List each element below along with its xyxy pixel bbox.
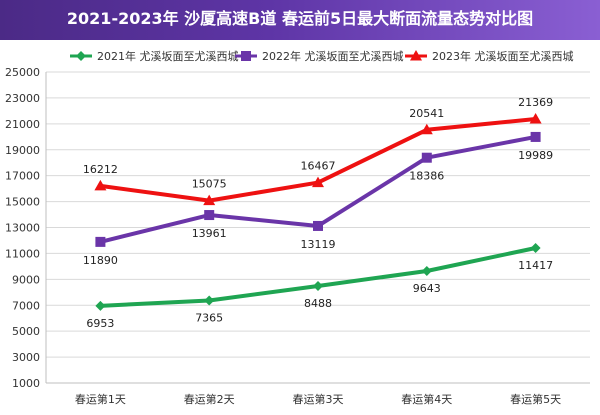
y-tick-label: 25000 <box>5 66 40 79</box>
x-tick-label: 春运第1天 <box>75 392 126 406</box>
data-point <box>204 210 215 221</box>
data-label: 20541 <box>409 107 444 120</box>
data-point <box>94 179 107 191</box>
y-tick-label: 19000 <box>5 144 40 157</box>
data-label: 11890 <box>83 254 118 267</box>
y-tick-label: 17000 <box>5 170 40 183</box>
legend-marker <box>241 51 251 61</box>
data-label: 8488 <box>304 297 332 310</box>
y-tick-label: 5000 <box>12 325 40 338</box>
data-label: 21369 <box>518 96 553 109</box>
data-point <box>95 300 106 311</box>
x-tick-label: 春运第3天 <box>293 392 344 406</box>
chart-title: 2021-2023年 沙厦高速B道 春运前5日最大断面流量态势对比图 <box>67 9 533 28</box>
data-label: 16212 <box>83 163 118 176</box>
axes: 1000 3000 5000 7000 9000 11000 13000 15000 17000… <box>5 66 590 406</box>
y-tick-label: 21000 <box>5 118 40 131</box>
data-point <box>530 131 541 142</box>
data-point <box>313 280 323 291</box>
legend-label: 2021年 尤溪坂面至尤溪西城 <box>97 49 239 63</box>
x-tick-label: 春运第5天 <box>510 392 561 406</box>
data-point <box>530 243 541 254</box>
data-label: 9643 <box>413 282 441 295</box>
data-label: 11417 <box>518 259 553 272</box>
data-labels: 6953 7365 8488 9643 11417 11890 13961 13119 1838… <box>83 96 553 330</box>
data-label: 16467 <box>301 160 336 173</box>
legend-marker <box>410 50 422 61</box>
data-label: 18386 <box>409 170 444 183</box>
legend-label: 2023年 尤溪坂面至尤溪西城 <box>432 49 574 63</box>
data-point <box>203 194 216 206</box>
y-tick-label: 23000 <box>5 92 40 105</box>
x-tick-label: 春运第2天 <box>184 392 235 406</box>
y-tick-label: 13000 <box>5 222 40 235</box>
series <box>94 113 542 311</box>
data-point <box>95 236 106 247</box>
data-point <box>312 176 324 188</box>
data-label: 15075 <box>192 178 227 191</box>
legend: 2021年 尤溪坂面至尤溪西城 2022年 尤溪坂面至尤溪西城 2023年 尤溪坂面… <box>70 49 574 63</box>
data-label: 13961 <box>192 227 227 240</box>
data-label: 13119 <box>301 238 336 251</box>
title-bar <box>0 0 600 40</box>
y-tick-label: 1000 <box>12 377 40 390</box>
data-label: 19989 <box>518 149 553 162</box>
legend-label: 2022年 尤溪坂面至尤溪西城 <box>262 49 404 63</box>
y-tick-label: 7000 <box>12 299 40 312</box>
y-tick-label: 15000 <box>5 196 40 209</box>
legend-marker <box>76 51 86 61</box>
y-tick-label: 9000 <box>12 273 40 286</box>
data-point <box>313 220 323 231</box>
x-tick-label: 春运第4天 <box>401 392 452 406</box>
data-point <box>421 266 432 277</box>
data-point <box>204 295 215 306</box>
y-tick-label: 11000 <box>5 247 40 260</box>
data-point <box>421 152 432 163</box>
data-point <box>529 113 542 124</box>
y-tick-label: 3000 <box>12 351 40 364</box>
data-label: 6953 <box>86 317 114 330</box>
data-label: 7365 <box>195 312 223 325</box>
data-point <box>420 123 433 135</box>
